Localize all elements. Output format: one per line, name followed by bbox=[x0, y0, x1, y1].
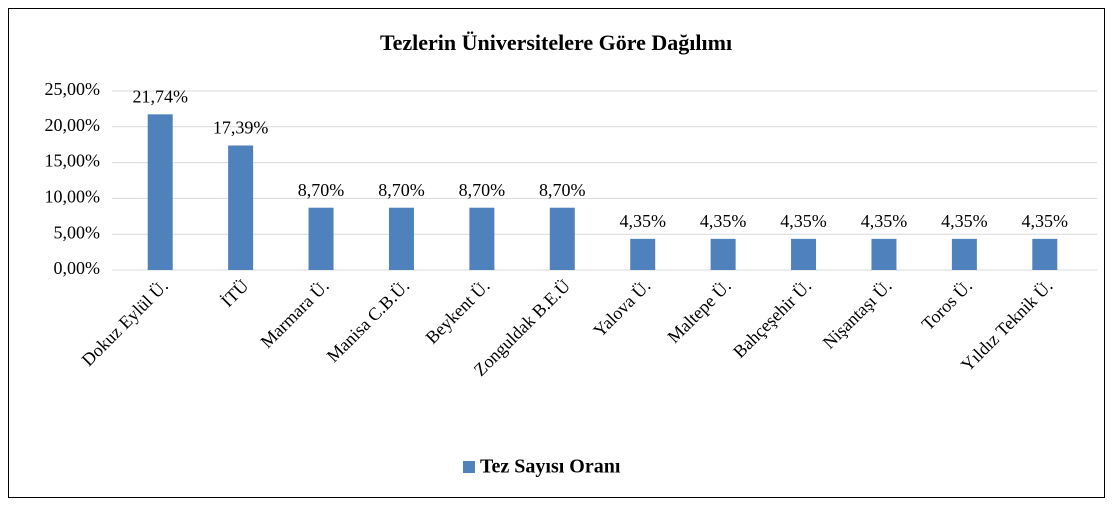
bar bbox=[147, 114, 173, 270]
bar bbox=[630, 238, 656, 270]
y-tick-label: 10,00% bbox=[45, 187, 101, 207]
y-tick-label: 25,00% bbox=[45, 79, 101, 99]
data-label: 8,70% bbox=[298, 180, 345, 200]
bar bbox=[228, 145, 254, 270]
data-label: 8,70% bbox=[378, 180, 425, 200]
bar bbox=[549, 207, 575, 270]
data-label: 4,35% bbox=[780, 211, 827, 231]
bar bbox=[308, 207, 334, 270]
data-label: 4,35% bbox=[619, 211, 666, 231]
data-label: 4,35% bbox=[1022, 211, 1069, 231]
bar bbox=[388, 207, 414, 270]
legend-label: Tez Sayısı Oranı bbox=[480, 456, 621, 478]
data-label: 21,74% bbox=[132, 86, 188, 106]
data-label: 17,39% bbox=[213, 118, 269, 138]
data-label: 4,35% bbox=[941, 211, 988, 231]
chart-title: Tezlerin Üniversitelere Göre Dağılımı bbox=[380, 30, 732, 55]
y-tick-label: 0,00% bbox=[54, 258, 101, 278]
bar bbox=[791, 238, 817, 270]
data-label: 8,70% bbox=[539, 180, 586, 200]
bar bbox=[951, 238, 977, 270]
legend-swatch bbox=[463, 461, 475, 473]
bar bbox=[469, 207, 495, 270]
y-tick-label: 15,00% bbox=[45, 151, 101, 171]
data-label: 4,35% bbox=[700, 211, 747, 231]
bar bbox=[710, 238, 736, 270]
bar bbox=[1032, 238, 1058, 270]
y-tick-label: 5,00% bbox=[54, 222, 101, 242]
data-label: 4,35% bbox=[861, 211, 908, 231]
data-label: 8,70% bbox=[459, 180, 506, 200]
bar bbox=[871, 238, 897, 270]
y-tick-label: 20,00% bbox=[45, 115, 101, 135]
